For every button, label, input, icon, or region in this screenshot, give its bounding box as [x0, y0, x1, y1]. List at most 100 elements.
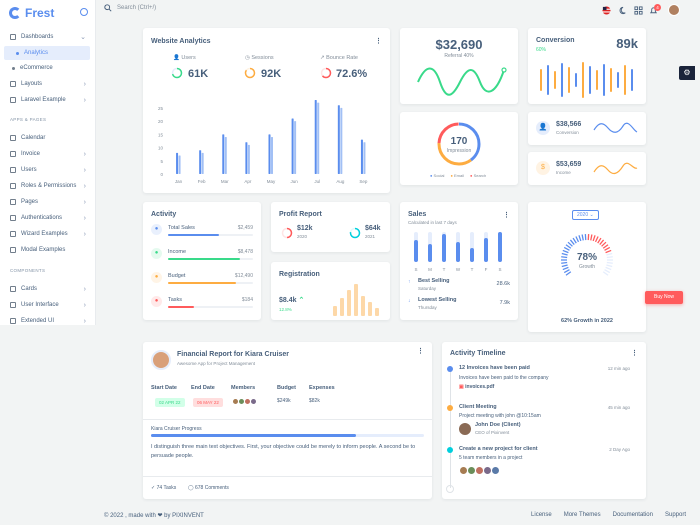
gauge-tick [567, 241, 573, 247]
conversion-title: Conversion [536, 37, 575, 44]
year-select[interactable]: 2020 ⌄ [572, 210, 599, 220]
chart-bar [294, 121, 297, 174]
footer-link-themes[interactable]: More Themes [563, 512, 601, 518]
search-input[interactable]: Search (Ctrl+/) [117, 5, 157, 11]
registration-value: $8.4k ⌃ [279, 297, 305, 304]
flag-us-icon[interactable] [602, 6, 611, 15]
sidebar-item-users[interactable]: Users › [0, 163, 95, 177]
impression-radial-chart [437, 122, 481, 166]
activity-card: Activity ● Total Sales $2,459 ● Income $… [143, 202, 261, 320]
sidebar-item-wizard[interactable]: Wizard Examples › [0, 227, 95, 241]
timeline-line [450, 366, 451, 488]
bullet-icon [16, 51, 19, 55]
timeline-item-title: 12 Invoices have been paid [459, 365, 530, 371]
growth-footer: 62% Growth in 2022 [561, 318, 613, 324]
gear-icon[interactable]: ⚙ [679, 66, 695, 80]
activity-label: Budget [168, 273, 186, 279]
chart-bar [291, 118, 294, 174]
sidebar-item-analytics[interactable]: Analytics [4, 46, 90, 60]
sales-subtitle: Calculated in last 7 days [408, 220, 457, 225]
avatar[interactable] [491, 466, 500, 475]
grid-icon[interactable] [634, 6, 643, 15]
sidebar-item-roles[interactable]: Roles & Permissions › [0, 179, 95, 193]
x-tick-label: May [267, 179, 276, 184]
legend-social: ● Social [430, 173, 445, 178]
brand[interactable]: Frest [9, 6, 54, 20]
sidebar-item-layouts[interactable]: Layouts › [0, 77, 95, 91]
chart-bar [498, 232, 502, 262]
sidebar-toggle-icon[interactable] [80, 8, 88, 16]
chevron-right-icon: › [83, 182, 86, 190]
more-vertical-icon[interactable]: ⋮ [375, 38, 382, 45]
profit-2020-progress-icon [281, 227, 293, 239]
more-vertical-icon[interactable]: ⋮ [503, 212, 510, 219]
chart-bar [199, 150, 202, 174]
chart-bar [360, 139, 363, 174]
budget-value: $249k [277, 398, 291, 404]
sidebar-item-extended[interactable]: Extended UI › [0, 314, 95, 325]
moon-icon[interactable] [619, 6, 628, 15]
comments-count[interactable]: ◯ 678 Comments [188, 485, 229, 491]
footer-links: License More Themes Documentation Suppor… [531, 512, 686, 518]
gauge-tick [581, 234, 584, 241]
timeline-item-time: 45 min ago [607, 405, 630, 410]
timeline-item-time: 12 min ago [607, 366, 630, 371]
x-tick-label: W [456, 267, 461, 272]
activity-value: $2,459 [237, 225, 253, 231]
sidebar-item-label: eCommerce [20, 65, 53, 71]
chart-bar [414, 240, 418, 262]
timeline-item-title: Client Meeting [459, 404, 497, 410]
activity-label: Tasks [168, 297, 183, 303]
sidebar-item-label: Users [21, 167, 37, 173]
sidebar-item-cards[interactable]: Cards › [0, 282, 95, 296]
mini-bar [347, 290, 351, 316]
mini-bar [368, 302, 372, 316]
x-tick-label: Jun [290, 179, 298, 184]
activity-row: ● Budget $12,490 [151, 272, 253, 292]
sidebar-item-calendar[interactable]: Calendar [0, 131, 95, 145]
sidebar-item-ui[interactable]: User Interface › [0, 298, 95, 312]
sidebar-item-invoice[interactable]: Invoice › [0, 147, 95, 161]
more-vertical-icon[interactable]: ⋮ [417, 348, 424, 355]
end-date-label: End Date [191, 385, 215, 391]
chevron-right-icon: › [83, 150, 86, 158]
sidebar-item-auth[interactable]: Authentications › [0, 211, 95, 225]
user-icon: 👤 [536, 121, 550, 135]
chart-bar [484, 238, 488, 262]
avatar[interactable] [668, 4, 680, 16]
conversion-bar-chart [540, 62, 633, 98]
activity-fill [168, 282, 236, 284]
search-box[interactable]: Search (Ctrl+/) [104, 4, 156, 12]
more-vertical-icon[interactable]: ⋮ [631, 350, 638, 357]
gauge-tick [606, 256, 613, 259]
conversion-small-label: Conversion [556, 130, 579, 135]
buy-now-button[interactable]: Buy Now [645, 291, 683, 304]
section-label-apps: APPS & PAGES [10, 117, 47, 122]
calendar-icon [10, 135, 16, 141]
footer-link-support[interactable]: Support [664, 512, 686, 518]
footer-link-docs[interactable]: Documentation [612, 512, 653, 518]
impression-legend: ● Social ● Email ● Search [430, 173, 486, 178]
progress-label: Kiara Cruiser Progress [151, 426, 202, 432]
financial-description: I distinguish three main text objectives… [151, 444, 416, 459]
activity-icon: ● [151, 296, 162, 307]
conversion-small-card: 👤 $38,566 Conversion [528, 112, 646, 145]
chevron-right-icon: › [83, 214, 86, 222]
sidebar-item-laravel[interactable]: Laravel Example › [0, 93, 95, 107]
activity-fill [168, 306, 194, 308]
tasks-count[interactable]: ✓ 74 Tasks [151, 485, 177, 491]
invoice-file[interactable]: ▣ invoices.pdf [459, 384, 495, 390]
bell-icon[interactable] [649, 6, 658, 15]
footer-link-license[interactable]: License [531, 512, 552, 518]
sidebar-item-dashboards[interactable]: Dashboards ⌄ [0, 30, 95, 44]
sidebar-item-ecommerce[interactable]: eCommerce [0, 61, 95, 75]
divider [143, 419, 432, 420]
sidebar-item-label: User Interface [21, 302, 59, 308]
sidebar-item-modal[interactable]: Modal Examples [0, 243, 95, 257]
timeline-dot [447, 366, 453, 372]
sidebar-item-pages[interactable]: Pages › [0, 195, 95, 209]
invoice-icon [10, 151, 16, 157]
chart-bar [456, 242, 460, 262]
avatar[interactable] [250, 398, 257, 405]
